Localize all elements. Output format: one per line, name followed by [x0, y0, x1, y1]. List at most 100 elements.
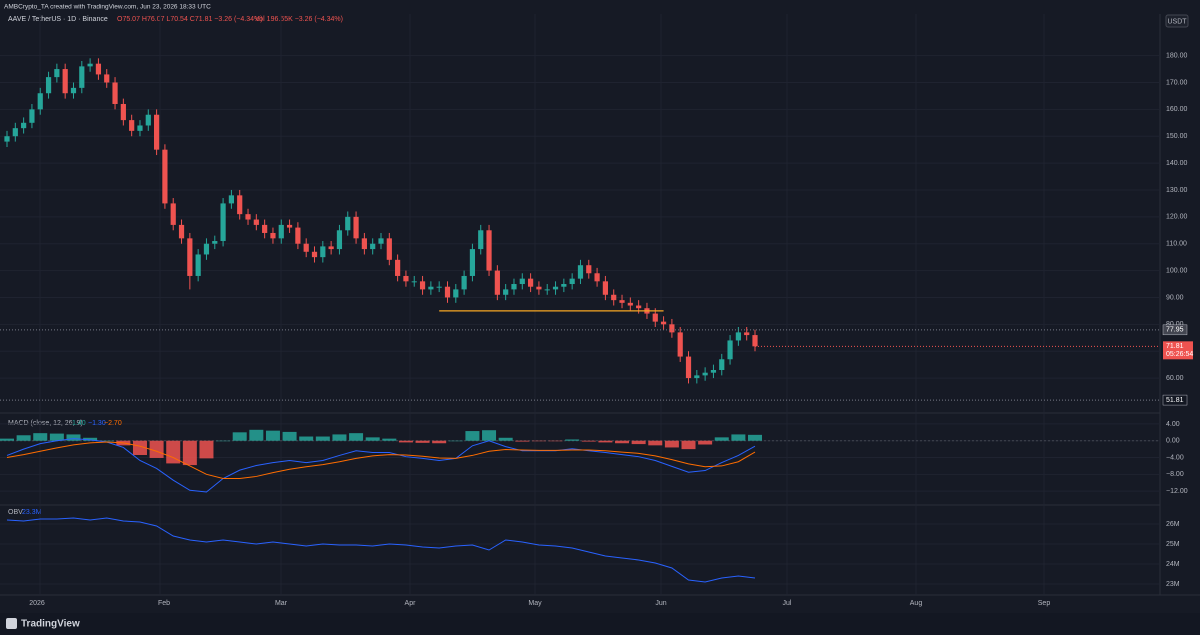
candle-body	[702, 372, 708, 376]
histogram-bar	[216, 440, 231, 442]
candle-body	[652, 313, 658, 322]
x-tick-label: 2026	[29, 600, 45, 607]
x-tick-label: Feb	[158, 600, 170, 607]
histogram-bar	[99, 440, 114, 442]
brand-text: TradingView	[21, 619, 80, 630]
x-tick-label: Mar	[275, 600, 288, 607]
price-label-box	[1162, 394, 1188, 406]
y-tick-label: 130.00	[1166, 187, 1188, 194]
histogram-bar	[282, 431, 297, 441]
price-label-box	[1162, 324, 1188, 336]
candle-body	[137, 125, 143, 131]
histogram-bar	[631, 440, 646, 445]
histogram-bar	[66, 434, 81, 441]
candle-body	[370, 243, 376, 250]
candle-body	[569, 278, 575, 285]
y-tick-label: 90.00	[1166, 294, 1184, 301]
histogram-bar	[315, 436, 330, 441]
candle-body	[303, 243, 309, 252]
candle-body	[552, 286, 559, 290]
histogram-bar	[265, 430, 280, 441]
candle-body	[170, 203, 176, 225]
y-tick-label: 180.00	[1166, 52, 1188, 59]
histogram-bar	[365, 437, 380, 441]
y-tick-label: 160.00	[1166, 106, 1188, 113]
histogram-bar	[432, 440, 447, 444]
candle-body	[237, 195, 243, 215]
histogram-bar	[615, 440, 630, 444]
y-tick-label: 120.00	[1166, 214, 1188, 221]
currency[interactable]: USDT	[1167, 18, 1187, 25]
candle-body	[4, 136, 10, 142]
symbol: AAVE / TetherUS · 1D · Binance	[8, 16, 108, 23]
candle-body	[62, 69, 68, 94]
y-tick-label: 110.00	[1166, 241, 1187, 248]
candle-body	[253, 219, 259, 225]
candle-body	[428, 286, 434, 290]
candle-body	[669, 324, 675, 333]
y-tick-label: 23M	[1166, 581, 1180, 588]
candle-body	[295, 227, 301, 244]
candle-body	[627, 302, 633, 306]
candle-body	[419, 281, 426, 290]
y-tick-label: 140.00	[1166, 160, 1188, 167]
candle-body	[345, 216, 351, 231]
candle-body	[87, 63, 93, 67]
histogram-bar	[49, 433, 64, 441]
histogram-bar	[515, 440, 530, 442]
x-tick-label: Sep	[1038, 600, 1051, 607]
histogram-bar	[465, 431, 480, 441]
histogram-bar	[598, 440, 613, 443]
candle-body	[660, 321, 667, 325]
histogram-bar	[448, 440, 463, 442]
candle-body	[594, 273, 600, 282]
y-tick-label: 100.00	[1166, 267, 1188, 274]
legend-value: −1.30	[88, 420, 106, 427]
histogram-bar	[332, 434, 347, 441]
candle-body	[561, 284, 567, 287]
candle-body	[694, 375, 700, 379]
candle-body	[386, 238, 392, 260]
candle-body	[636, 305, 642, 309]
candle-body	[727, 340, 733, 360]
histogram-bar	[648, 440, 663, 446]
candle-body	[245, 214, 251, 220]
x-tick-label: Aug	[910, 600, 923, 607]
candle-body	[79, 66, 85, 88]
candle-body	[95, 63, 102, 75]
brand-icon	[6, 618, 17, 629]
histogram-bar	[382, 438, 397, 441]
candle-body	[536, 286, 542, 290]
candle-body	[528, 278, 534, 287]
candle-body	[129, 120, 135, 131]
candle-body	[744, 332, 750, 336]
histogram-bar	[349, 433, 364, 441]
candle-body	[37, 93, 43, 110]
candle-body	[120, 103, 126, 121]
candle-body	[70, 87, 77, 94]
candle-body	[353, 216, 359, 239]
candle-body	[519, 278, 525, 285]
candle-body	[486, 230, 492, 271]
histogram-bar	[398, 440, 413, 443]
candle-body	[677, 332, 683, 357]
histogram-bar	[681, 440, 696, 450]
candle-body	[453, 289, 459, 298]
candle-body	[278, 224, 284, 239]
candle-body	[54, 69, 60, 78]
histogram-bar	[83, 437, 98, 441]
candle-body	[154, 114, 160, 150]
y-tick-label: 170.00	[1166, 79, 1188, 86]
candle-body	[195, 254, 201, 276]
candle-body	[494, 270, 500, 295]
candle-body	[262, 224, 268, 233]
histogram-bar	[748, 434, 762, 441]
histogram-bar	[16, 435, 31, 441]
x-tick-label: May	[528, 600, 542, 607]
currency-box[interactable]	[1165, 14, 1189, 28]
price-label: 51.81	[1166, 397, 1184, 404]
candle-body	[685, 356, 692, 379]
histogram-bar	[415, 440, 430, 443]
candle-body	[112, 82, 118, 104]
